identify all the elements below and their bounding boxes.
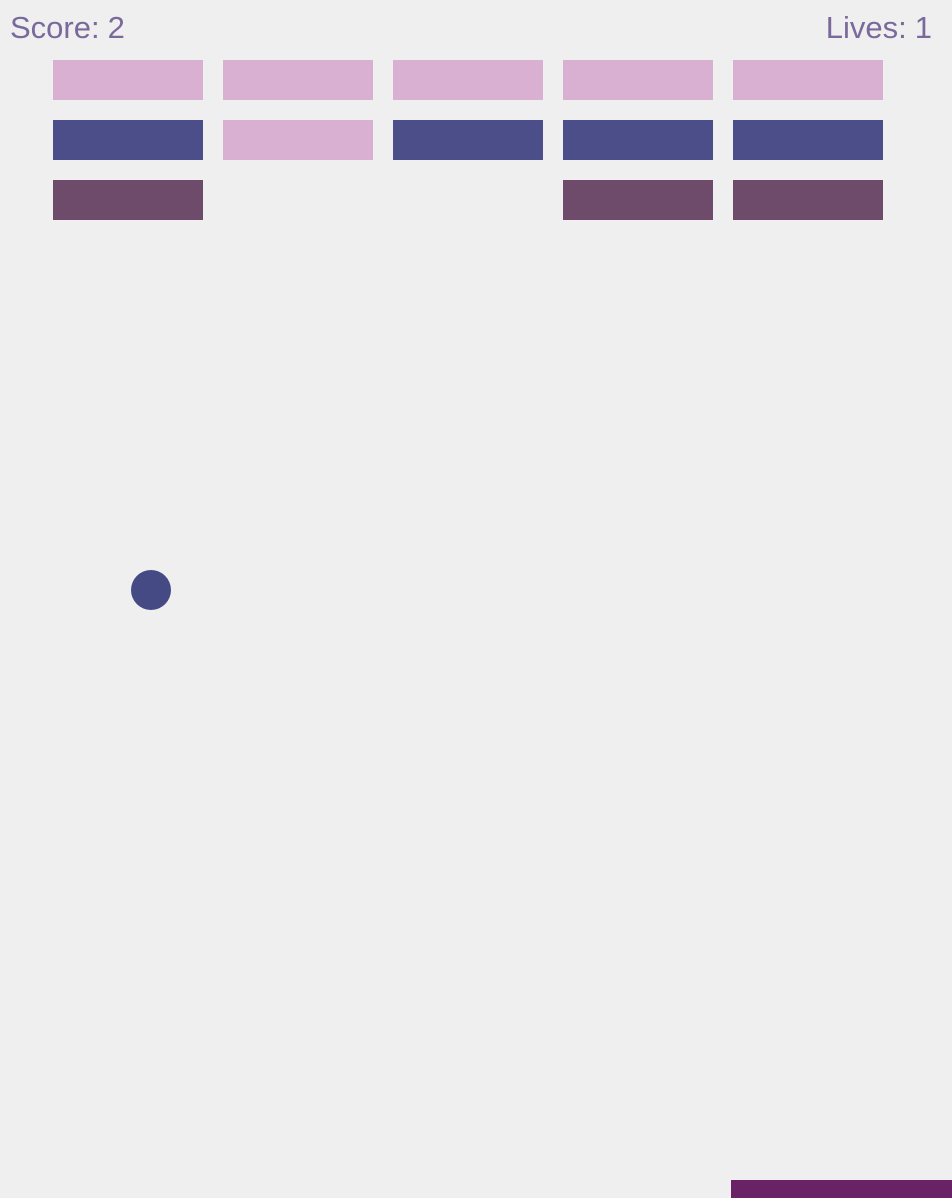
brick bbox=[563, 180, 713, 220]
ball bbox=[131, 570, 171, 610]
brick bbox=[53, 180, 203, 220]
brick bbox=[563, 60, 713, 100]
score-value: 2 bbox=[107, 10, 125, 45]
brick bbox=[53, 60, 203, 100]
brick bbox=[223, 120, 373, 160]
brick bbox=[393, 60, 543, 100]
brick bbox=[223, 60, 373, 100]
brick bbox=[733, 180, 883, 220]
lives-display: Lives: 1 bbox=[826, 8, 932, 48]
brick bbox=[733, 120, 883, 160]
paddle[interactable] bbox=[731, 1180, 952, 1198]
brick bbox=[733, 60, 883, 100]
brick bbox=[53, 120, 203, 160]
score-label: Score: bbox=[10, 10, 100, 45]
score-display: Score: 2 bbox=[10, 8, 125, 48]
lives-label: Lives: bbox=[825, 10, 907, 45]
brick bbox=[393, 120, 543, 160]
brick bbox=[563, 120, 713, 160]
lives-value: 1 bbox=[914, 10, 932, 45]
